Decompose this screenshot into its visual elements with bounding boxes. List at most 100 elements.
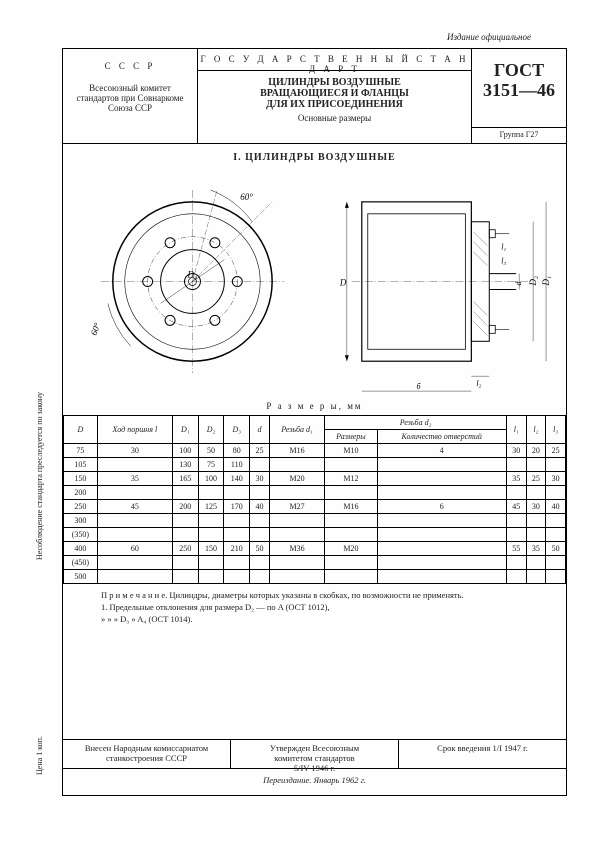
cell [224,528,250,542]
cell [526,528,546,542]
cell: 100 [198,472,224,486]
svg-text:60°: 60° [89,321,103,337]
footer: Внесен Народным комиссариатом станкостро… [63,739,566,769]
cell [224,486,250,500]
cell: 165 [172,472,198,486]
cell [269,514,324,528]
cell [506,528,526,542]
title-line-3: ДЛЯ ИХ ПРИСОЕДИНЕНИЯ [202,99,467,110]
cell [250,528,270,542]
cell: 30 [97,444,172,458]
svg-text:D₁: D₁ [541,276,551,287]
cell: 75 [198,458,224,472]
svg-text:D₂: D₂ [528,276,538,287]
cell: 6 [377,500,506,514]
cell [224,514,250,528]
cell [172,570,198,584]
cell [506,570,526,584]
cell [546,528,566,542]
cell: 105 [64,458,98,472]
col-l2: l₂ [526,416,546,444]
col-holes: Количество отверстий [377,430,506,444]
footer-mid: Утвержден Всесоюзным комитетом стандарто… [231,740,399,768]
reissue-note: Переиздание. Январь 1962 г. [63,775,566,785]
gost-number: ГОСТ 3151—46 [472,49,566,127]
cell: 50 [546,542,566,556]
cell [325,514,377,528]
col-l3: l₃ [546,416,566,444]
cell [269,570,324,584]
cell: 4 [377,444,506,458]
table-row: 4006025015021050М36М20553550 [64,542,566,556]
cell: М36 [269,542,324,556]
cell [377,514,506,528]
cell: 100 [172,444,198,458]
cell [250,458,270,472]
cell [526,556,546,570]
title-line-2: ВРАЩАЮЩИЕСЯ И ФЛАНЦЫ [202,88,467,99]
table-row: (450) [64,556,566,570]
col-D3: D₃ [224,416,250,444]
note-item1: 1. Предельные отклонения для размера D₂ … [81,602,548,614]
cell [250,570,270,584]
price-note: Цена 1 коп. [35,736,44,775]
cell [269,486,324,500]
cell [97,486,172,500]
title-line-1: ЦИЛИНДРЫ ВОЗДУШНЫЕ [202,77,467,88]
cell: 150 [198,542,224,556]
cell [377,528,506,542]
cell [198,556,224,570]
cell: М20 [325,542,377,556]
page: Издание официальное Несоблюдение стандар… [0,0,595,842]
svg-text:l₁: l₁ [501,243,506,252]
edition-note: Издание официальное [447,32,531,42]
cell [250,514,270,528]
cell: 250 [172,542,198,556]
cell [377,458,506,472]
cell [198,486,224,500]
state-standard-label: Г О С У Д А Р С Т В Е Н Н Ы Й С Т А Н Д … [198,49,471,71]
subtitle: Основные размеры [202,113,467,123]
col-sizes: Размеры [325,430,377,444]
table-row: 200 [64,486,566,500]
cell: 25 [526,472,546,486]
cell [377,556,506,570]
cell [269,458,324,472]
col-D2: D₂ [198,416,224,444]
cell [546,514,566,528]
cell: 35 [97,472,172,486]
dimensions-table: D Ход поршня l D₁ D₂ D₃ d Резьба d₁ Резь… [63,415,566,584]
cell: М20 [269,472,324,486]
header: С С С Р Всесоюзный комитет стандартов пр… [63,49,566,144]
cell [172,486,198,500]
cell: 75 [64,444,98,458]
cell [97,528,172,542]
col-l1: l₁ [506,416,526,444]
cell [172,528,198,542]
cell: 25 [250,444,270,458]
col-D: D [64,416,98,444]
table-row: 1503516510014030М20М12352530 [64,472,566,486]
cell: 40 [250,500,270,514]
cell: (450) [64,556,98,570]
col-d2-group: Резьба d₂ [325,416,507,430]
svg-text:60°: 60° [240,192,253,202]
notes-block: П р и м е ч а н и е. Цилиндры, диаметры … [63,584,566,632]
cell: 20 [526,444,546,458]
drawing-svg: 60° 60° D₃ [63,167,566,396]
cell: 45 [506,500,526,514]
ussr-label: С С С Р [67,61,193,71]
cell: 35 [506,472,526,486]
group-label: Группа Г27 [472,127,566,143]
svg-text:l₂: l₂ [476,379,481,388]
cell: М12 [325,472,377,486]
cell [97,458,172,472]
document-frame: С С С Р Всесоюзный комитет стандартов пр… [62,48,567,796]
cell: 200 [64,486,98,500]
col-d1: Резьба d₁ [269,416,324,444]
cell: 50 [250,542,270,556]
cell: 400 [64,542,98,556]
cell [224,570,250,584]
cell [325,458,377,472]
svg-text:D: D [339,278,347,288]
